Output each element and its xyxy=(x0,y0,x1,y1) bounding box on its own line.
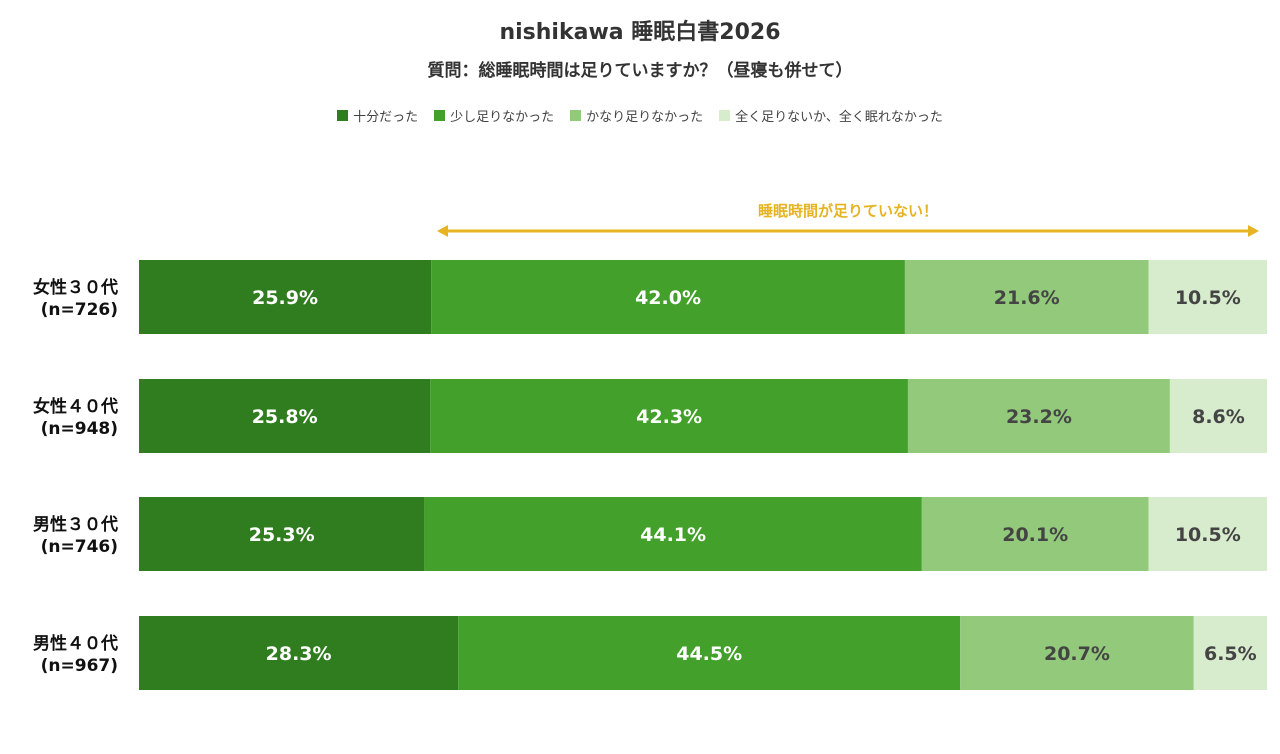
legend-label-slightly-short: 少し足りなかった xyxy=(450,110,555,125)
row-label-1-n: (n=948) xyxy=(40,419,118,439)
bar-label-3-3: 6.5% xyxy=(1204,643,1257,665)
bar-segment-2-1 xyxy=(424,497,922,571)
row-label-1-group: 女性４０代 xyxy=(33,397,118,417)
bar-segment-2-2 xyxy=(921,497,1149,571)
row-label-3-group: 男性４０代 xyxy=(33,634,118,654)
bar-label-0-0: 25.9% xyxy=(252,287,318,309)
legend-swatch-enough xyxy=(337,110,349,121)
bar-segment-2-0 xyxy=(139,497,425,571)
bar-segment-2-3 xyxy=(1148,497,1267,571)
legend-swatch-quite-short xyxy=(570,110,582,121)
bar-label-2-1: 44.1% xyxy=(640,524,706,546)
annotation-arrowhead-left xyxy=(437,225,448,237)
bar-label-2-2: 20.1% xyxy=(1002,524,1068,546)
row-label-2: 男性３０代 (n=746) xyxy=(0,514,118,558)
legend-swatch-slightly-short xyxy=(434,110,446,121)
bar-label-2-3: 10.5% xyxy=(1175,524,1241,546)
row-label-3-n: (n=967) xyxy=(40,656,118,676)
bar-label-0-2: 21.6% xyxy=(994,287,1060,309)
legend-label-not-at-all: 全く足りないか、全く眠れなかった xyxy=(735,110,943,125)
bar-label-3-2: 20.7% xyxy=(1044,643,1110,665)
bar-segment-3-3 xyxy=(1193,616,1267,690)
legend-label-enough: 十分だった xyxy=(353,110,419,125)
annotation-arrowhead-right xyxy=(1248,225,1259,237)
bar-label-1-0: 25.8% xyxy=(252,406,318,428)
bar-label-3-1: 44.5% xyxy=(676,643,742,665)
bar-segment-1-1 xyxy=(430,379,908,453)
row-label-2-n: (n=746) xyxy=(40,537,118,557)
bar-segment-0-0 xyxy=(139,260,432,334)
legend-label-quite-short: かなり足りなかった xyxy=(586,110,704,125)
legend-swatch-not-at-all xyxy=(719,110,731,121)
legend-item-enough: 十分だった xyxy=(337,106,418,125)
bar-segment-0-1 xyxy=(431,260,905,334)
bar-segment-3-1 xyxy=(458,616,961,690)
row-label-1: 女性４０代 (n=948) xyxy=(0,396,118,440)
bar-segment-1-0 xyxy=(139,379,431,453)
chart-subtitle: 質問：総睡眠時間は足りていますか？（昼寝も併せて） xyxy=(427,61,853,81)
bar-segment-1-2 xyxy=(907,379,1170,453)
legend-item-not-at-all: 全く足りないか、全く眠れなかった xyxy=(719,106,943,125)
row-label-0-group: 女性３０代 xyxy=(33,278,118,298)
bar-segment-0-3 xyxy=(1148,260,1267,334)
legend: 十分だった 少し足りなかった かなり足りなかった 全く足りないか、全く眠れなかっ… xyxy=(0,106,1280,125)
bar-label-3-0: 28.3% xyxy=(266,643,332,665)
bar-label-0-3: 10.5% xyxy=(1175,287,1241,309)
bar-segment-1-3 xyxy=(1169,379,1267,453)
chart-title: nishikawa 睡眠白書2026 xyxy=(499,20,781,45)
bar-label-2-0: 25.3% xyxy=(249,524,315,546)
annotation-text: 睡眠時間が足りていない！ xyxy=(757,202,938,220)
row-label-2-group: 男性３０代 xyxy=(33,515,118,535)
row-label-0: 女性３０代 (n=726) xyxy=(0,277,118,321)
bar-segment-3-2 xyxy=(960,616,1194,690)
row-label-0-n: (n=726) xyxy=(40,300,118,320)
bar-label-1-3: 8.6% xyxy=(1192,406,1245,428)
bar-label-0-1: 42.0% xyxy=(635,287,701,309)
bar-label-1-1: 42.3% xyxy=(636,406,702,428)
bar-label-1-2: 23.2% xyxy=(1006,406,1072,428)
legend-item-quite-short: かなり足りなかった xyxy=(570,106,703,125)
bar-segment-3-0 xyxy=(139,616,459,690)
legend-item-slightly-short: 少し足りなかった xyxy=(434,106,554,125)
bar-segment-0-2 xyxy=(904,260,1149,334)
row-label-3: 男性４０代 (n=967) xyxy=(0,633,118,677)
